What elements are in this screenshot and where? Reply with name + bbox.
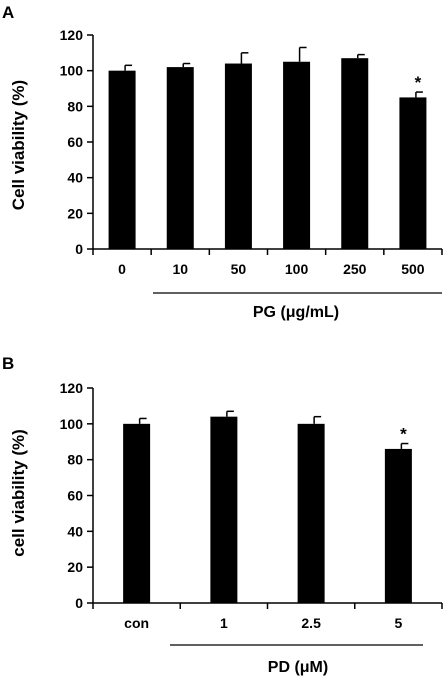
bar (123, 423, 151, 603)
x-tick-label: 2.5 (301, 615, 321, 631)
bar (224, 63, 252, 250)
y-tick-label: 40 (67, 523, 83, 539)
significance-marker: * (400, 425, 407, 444)
y-tick-label: 20 (67, 205, 83, 221)
panel-a: A Cell viability (%) PG (μg/mL) 0 20 40 60 8… (2, 3, 443, 321)
y-tick-label: 80 (67, 98, 83, 114)
x-tick-label: 10 (172, 261, 188, 277)
x-tick-label: 100 (285, 261, 309, 277)
group-label: PD (μM) (268, 659, 328, 676)
bar (341, 58, 369, 249)
bar (297, 423, 325, 603)
x-tick-label: 1 (220, 615, 228, 631)
y-tick-label: 20 (67, 559, 83, 575)
y-axis-label: cell viability (%) (9, 429, 28, 557)
y-axis-label: Cell viability (%) (9, 80, 28, 210)
y-tick-label: 100 (60, 63, 84, 79)
x-tick-label: 0 (118, 261, 126, 277)
plot-area: 0 20 40 60 80 100 120 0 10 50 100 250 500 * (60, 27, 443, 277)
bar (210, 416, 238, 603)
y-tick-label: 100 (60, 416, 84, 432)
y-tick-label: 120 (60, 380, 84, 396)
bar (108, 70, 136, 250)
plot-area: 0 20 40 60 80 100 120 con 1 2.5 5 * (60, 380, 443, 631)
x-tick-label: 5 (394, 615, 402, 631)
x-tick-label: 250 (343, 261, 367, 277)
panel-label: A (2, 3, 14, 22)
y-tick-label: 0 (75, 241, 83, 257)
y-tick-label: 120 (60, 27, 84, 43)
x-tick-label: 500 (401, 261, 425, 277)
panel-label: B (2, 354, 14, 373)
significance-marker: * (415, 73, 422, 92)
y-tick-label: 80 (67, 452, 83, 468)
panel-b: B cell viability (%) PD (μM) 0 20 40 60 80 10… (2, 354, 443, 676)
bar (166, 67, 194, 249)
group-label: PG (μg/mL) (253, 304, 339, 321)
bar (399, 97, 427, 250)
x-tick-label: con (124, 615, 149, 631)
x-tick-label: 50 (231, 261, 247, 277)
y-tick-label: 60 (67, 134, 83, 150)
bar (384, 448, 412, 603)
y-tick-label: 40 (67, 170, 83, 186)
bar (283, 61, 311, 249)
y-tick-label: 0 (75, 595, 83, 611)
y-tick-label: 60 (67, 488, 83, 504)
